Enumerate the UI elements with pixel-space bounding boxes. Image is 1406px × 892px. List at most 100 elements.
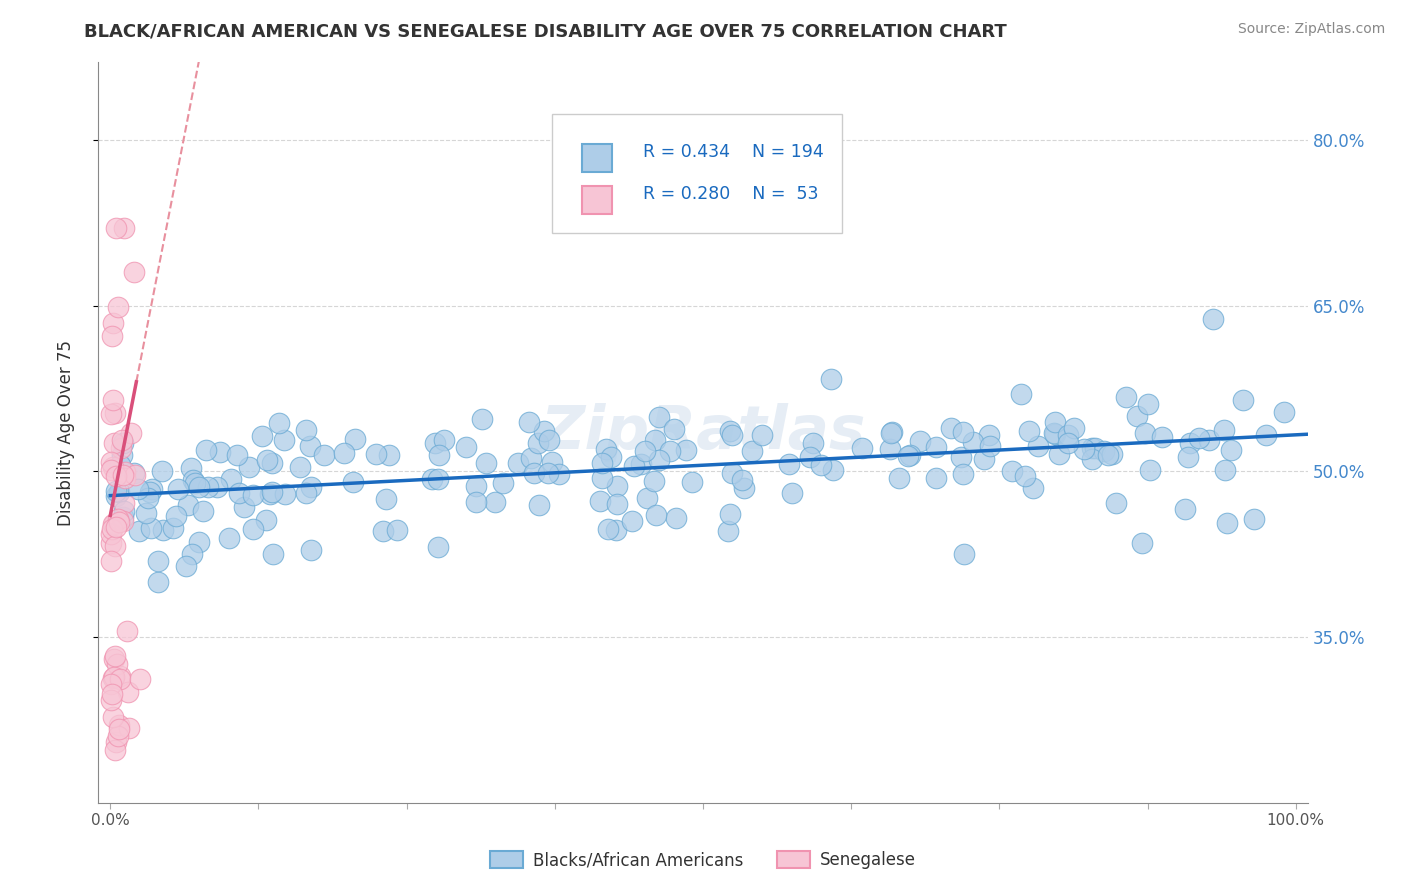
Point: [256, 453, 278, 467]
Point: [1139, 463, 1161, 477]
Point: [103, 652, 125, 666]
Point: [364, 447, 387, 461]
Point: [104, 649, 127, 664]
Point: [952, 425, 974, 440]
Point: [1022, 481, 1045, 495]
Point: [114, 471, 136, 485]
Point: [139, 484, 162, 499]
Point: [100, 328, 122, 343]
Point: [259, 486, 281, 500]
Point: [273, 487, 295, 501]
Point: [101, 671, 124, 685]
Point: [107, 300, 129, 314]
Point: [1073, 442, 1095, 457]
Point: [925, 471, 948, 485]
Point: [100, 687, 122, 701]
Point: [107, 729, 129, 743]
Point: [1133, 426, 1156, 441]
Point: [879, 442, 901, 457]
Point: [426, 472, 449, 486]
Point: [589, 494, 612, 508]
Text: R = 0.434    N = 194: R = 0.434 N = 194: [643, 143, 824, 161]
Point: [1243, 512, 1265, 526]
Point: [475, 456, 498, 470]
Point: [114, 465, 136, 479]
Point: [630, 458, 652, 472]
Point: [634, 444, 657, 458]
Point: [294, 423, 316, 437]
Point: [111, 509, 134, 524]
Point: [174, 559, 197, 574]
Point: [117, 685, 139, 699]
Point: [718, 424, 741, 438]
Point: [519, 451, 541, 466]
Point: [103, 436, 125, 450]
Point: [427, 541, 450, 555]
Point: [908, 434, 931, 449]
Point: [242, 488, 264, 502]
Point: [152, 523, 174, 537]
Point: [465, 479, 488, 493]
Point: [1202, 311, 1225, 326]
Point: [104, 743, 127, 757]
Point: [591, 471, 613, 485]
Point: [101, 710, 124, 724]
Point: [107, 511, 129, 525]
Point: [226, 448, 249, 462]
Point: [1092, 444, 1115, 458]
Point: [378, 449, 401, 463]
Point: [427, 448, 450, 462]
Point: [636, 491, 658, 506]
Point: [1216, 516, 1239, 530]
Point: [675, 442, 697, 457]
Point: [1057, 436, 1080, 450]
Point: [1177, 450, 1199, 465]
Point: [1174, 502, 1197, 516]
Point: [333, 445, 356, 459]
Point: [620, 514, 643, 528]
Point: [260, 456, 283, 470]
Point: [107, 718, 129, 732]
Point: [120, 425, 142, 440]
Point: [941, 421, 963, 435]
Point: [114, 221, 136, 235]
Point: [146, 554, 169, 568]
Point: [103, 316, 125, 330]
Point: [150, 464, 173, 478]
Point: [105, 469, 128, 483]
Point: [100, 407, 122, 421]
Point: [238, 460, 260, 475]
Point: [183, 473, 205, 487]
Point: [108, 669, 131, 683]
Point: [112, 514, 135, 528]
Point: [799, 450, 821, 464]
Point: [385, 523, 408, 537]
Point: [1105, 496, 1128, 510]
Point: [665, 510, 688, 524]
Point: [664, 422, 686, 436]
Point: [104, 520, 127, 534]
Point: [295, 485, 318, 500]
FancyBboxPatch shape: [582, 186, 613, 214]
Point: [643, 474, 665, 488]
Point: [181, 547, 204, 561]
Point: [101, 460, 124, 475]
Point: [1137, 396, 1160, 410]
Point: [1018, 424, 1040, 438]
Point: [128, 524, 150, 539]
Legend: Blacks/African Americans, Senegalese: Blacks/African Americans, Senegalese: [484, 845, 922, 876]
Point: [1272, 405, 1295, 419]
Point: [127, 482, 149, 496]
Point: [100, 677, 122, 691]
Point: [118, 721, 141, 735]
Point: [129, 672, 152, 686]
Point: [148, 574, 170, 589]
Point: [107, 484, 129, 499]
Point: [605, 479, 627, 493]
Point: [188, 535, 211, 549]
Point: [1232, 393, 1254, 408]
Point: [162, 521, 184, 535]
Point: [122, 265, 145, 279]
Point: [810, 458, 832, 472]
Point: [659, 443, 682, 458]
